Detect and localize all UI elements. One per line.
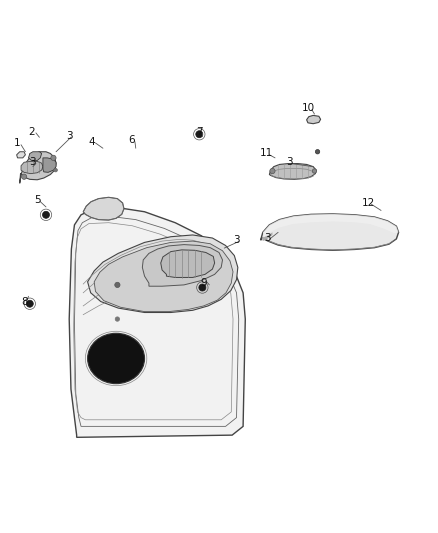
Polygon shape [269,164,316,179]
Circle shape [196,131,203,138]
Text: 6: 6 [128,135,135,146]
Polygon shape [94,241,233,312]
Ellipse shape [88,333,145,384]
Text: 3: 3 [29,157,36,167]
Text: 12: 12 [362,198,375,208]
Circle shape [199,284,206,291]
Text: 3: 3 [264,233,271,243]
Polygon shape [261,214,399,251]
Text: 3: 3 [286,157,293,167]
Circle shape [115,282,120,287]
Text: 8: 8 [21,296,28,306]
Text: 4: 4 [88,136,95,147]
Text: 2: 2 [28,127,35,136]
Circle shape [26,300,33,307]
Text: 11: 11 [260,149,273,158]
Polygon shape [262,232,272,241]
Text: 9: 9 [200,278,207,288]
Polygon shape [69,207,245,437]
Polygon shape [142,245,223,286]
Polygon shape [88,235,238,312]
Polygon shape [20,152,56,183]
Circle shape [54,168,57,172]
Text: 5: 5 [34,195,41,205]
Circle shape [315,150,320,154]
Circle shape [42,211,49,219]
Text: 3: 3 [66,131,73,141]
Circle shape [270,168,275,174]
Text: 10: 10 [302,103,315,113]
Polygon shape [161,250,215,278]
Polygon shape [28,152,42,160]
Polygon shape [21,161,43,174]
Circle shape [51,155,56,160]
Polygon shape [263,214,399,237]
Polygon shape [83,197,124,220]
Text: 7: 7 [196,127,203,136]
Circle shape [115,317,120,321]
Text: 3: 3 [233,235,240,245]
Circle shape [312,169,317,173]
Polygon shape [43,158,56,172]
Text: 1: 1 [13,138,20,148]
Circle shape [21,174,27,179]
Polygon shape [17,152,25,158]
Polygon shape [307,115,321,124]
Polygon shape [262,236,399,251]
